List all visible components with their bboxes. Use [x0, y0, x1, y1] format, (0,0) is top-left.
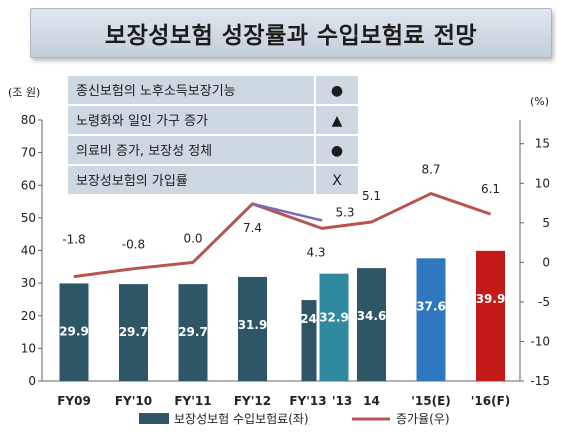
growth-rate-label: 6.1: [481, 182, 500, 196]
factor-mark: ●: [331, 143, 343, 159]
x-category-label: FY'10: [115, 394, 152, 408]
growth-rate-point: [73, 276, 75, 278]
growth-rate-label: 7.4: [243, 221, 262, 235]
growth-rate-point: [321, 227, 323, 229]
legend-bar-swatch: [139, 413, 169, 424]
y-left-tick-label: 0: [28, 374, 36, 388]
factor-label: 의료비 증가, 보장성 정체: [76, 144, 212, 159]
x-category-label: '13: [332, 394, 352, 408]
growth-rate-alt-line: [252, 202, 323, 222]
legend-bar-label: 보장성보험 수입보험료(좌): [174, 412, 309, 426]
bar-FY09: [59, 283, 89, 381]
y-right-tick-label: 15: [535, 137, 550, 151]
chart-title: 보장성보험 성장률과 수입보험료 전망: [104, 23, 478, 49]
factor-mark: ▲: [332, 113, 343, 129]
bar-FY'12: [238, 276, 267, 381]
growth-rate-label: 8.7: [421, 163, 440, 177]
factor-label-cell: [68, 76, 314, 104]
growth-rate-point: [490, 213, 491, 215]
bar-value-label: 39.9: [476, 292, 506, 306]
factor-mark: X: [332, 173, 342, 189]
x-category-label: '16(F): [471, 394, 511, 408]
bar-value-label: 29.7: [119, 325, 149, 339]
x-category-label: FY'12: [234, 394, 271, 408]
bar-value-label: 34.6: [357, 309, 387, 323]
factor-mark-cell: [316, 166, 358, 194]
x-category-label: FY'13: [289, 394, 326, 408]
factor-label-cell: [68, 166, 314, 194]
growth-rate-point: [371, 221, 372, 223]
y-axis-left-unit: (조 원): [8, 86, 40, 99]
x-category-label: FY'11: [174, 394, 211, 408]
factor-label-cell: [68, 106, 314, 134]
bar-'16(F): [476, 250, 505, 381]
y-left-tick-label: 70: [21, 146, 36, 160]
bar-FY'11: [178, 284, 208, 381]
bar-value-label: 29.9: [59, 324, 89, 338]
y-left-tick-label: 30: [21, 276, 36, 290]
bar-value-label: 31.9: [238, 318, 268, 332]
factor-mark-cell: [316, 106, 358, 134]
factor-mark-cell: [316, 136, 358, 164]
growth-rate-label: 5.1: [362, 189, 381, 203]
factor-mark-cell: [316, 76, 358, 104]
factor-label: 노령화와 일인 가구 증가: [76, 114, 208, 129]
growth-rate-point: [133, 268, 134, 270]
y-axis-right-unit: (%): [530, 95, 549, 108]
bar-14: [357, 268, 386, 381]
y-right-tick-label: -5: [538, 295, 550, 309]
growth-rate-label: -1.8: [62, 233, 85, 247]
growth-rate-point: [192, 261, 194, 263]
title-banner: 보장성보험 성장률과 수입보험료 전망: [30, 8, 552, 58]
growth-rate-alt-point: [321, 219, 323, 221]
legend-line-label: 증가율(우): [396, 412, 450, 426]
factor-label: 종신보험의 노후소득보장기능: [76, 84, 236, 99]
bar-'15(E): [416, 258, 446, 381]
bar-value-label: 37.6: [416, 299, 446, 313]
growth-rate-alt-label: 5.3: [335, 205, 354, 219]
y-left-tick-label: 40: [21, 244, 36, 258]
bar-value-label: 32.9: [319, 311, 349, 325]
y-right-tick-label: -15: [530, 374, 550, 388]
y-right-tick-label: 0: [542, 255, 550, 269]
y-right-tick-label: 5: [542, 216, 550, 230]
x-category-label: '15(E): [411, 394, 451, 408]
bar-FY'10: [119, 284, 148, 381]
growth-rate-line: [73, 192, 491, 279]
factor-label: 보장성보험의 가입률: [76, 174, 188, 189]
y-left-tick-label: 20: [21, 309, 36, 323]
growth-rate-alt-point: [252, 203, 253, 205]
y-left-tick-label: 80: [21, 113, 36, 127]
y-right-tick-label: -10: [530, 334, 550, 348]
growth-rate-label: -0.8: [122, 238, 145, 252]
x-category-label: FY09: [57, 394, 91, 408]
factor-label-cell: [68, 136, 314, 164]
bar-'13: [319, 273, 349, 381]
y-left-tick-label: 60: [21, 178, 36, 192]
growth-rate-point: [430, 193, 432, 195]
bar-value-label: 29.7: [178, 325, 208, 339]
y-right-tick-label: 10: [535, 176, 550, 190]
y-left-tick-label: 50: [21, 211, 36, 225]
growth-rate-label: 4.3: [306, 245, 325, 259]
bar-FY'13: [301, 300, 317, 381]
y-left-tick-label: 10: [21, 341, 36, 355]
x-category-label: 14: [363, 394, 380, 408]
factor-mark: ●: [331, 83, 343, 99]
growth-rate-label: 0.0: [183, 231, 202, 245]
